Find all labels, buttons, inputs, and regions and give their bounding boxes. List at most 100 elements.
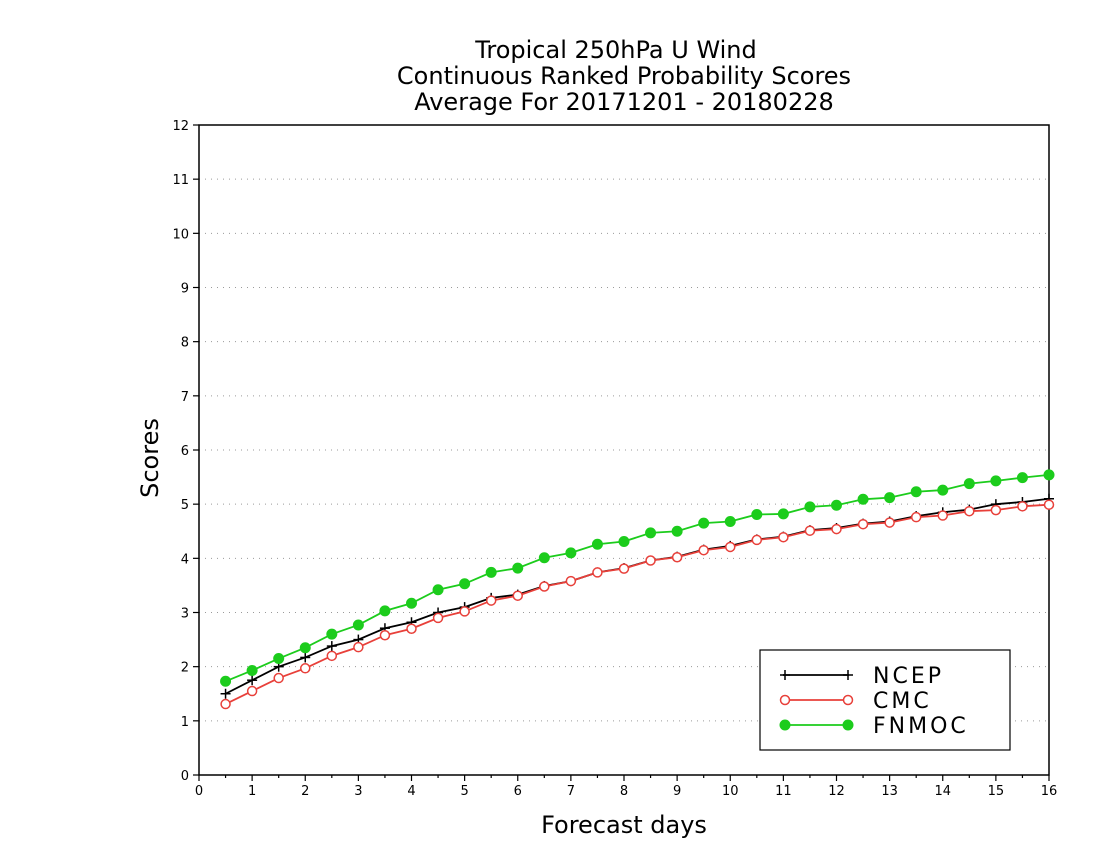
data-point-fnmoc [591, 538, 603, 550]
x-tick-label: 4 [407, 784, 415, 799]
data-point-cmc [618, 563, 630, 574]
data-point-cmc [964, 505, 975, 517]
data-point-cmc [1017, 501, 1028, 512]
y-tick-label: 5 [181, 498, 189, 513]
series-layer [220, 469, 1055, 710]
data-point-fnmoc [565, 547, 577, 559]
data-point-fnmoc [273, 653, 285, 665]
x-tick-label: 2 [301, 784, 309, 799]
data-point-fnmoc [485, 566, 497, 578]
y-tick-label: 11 [172, 173, 189, 188]
data-point-fnmoc [512, 562, 524, 574]
y-tick-label: 4 [181, 552, 189, 567]
x-tick-label: 12 [828, 784, 845, 799]
legend-label-ncep: NCEP [873, 664, 944, 689]
x-tick-label: 3 [354, 784, 362, 799]
y-tick-label: 0 [181, 769, 189, 784]
data-point-cmc [246, 685, 258, 697]
x-tick-label: 0 [195, 784, 203, 799]
chart-title-line-3: Average For 20171201 - 20180228 [414, 88, 834, 116]
y-axis-label: Scores [136, 418, 164, 498]
data-point-cmc [220, 698, 231, 710]
data-point-ncep [247, 675, 258, 686]
data-point-fnmoc [751, 508, 763, 520]
legend-marker-ncep [780, 670, 790, 680]
data-point-cmc [353, 641, 364, 653]
y-tick-label: 3 [181, 607, 189, 622]
data-point-ncep [220, 688, 231, 699]
data-point-fnmoc [326, 628, 338, 640]
x-tick-label: 15 [988, 784, 1005, 799]
data-point-cmc [857, 518, 869, 530]
legend-label-fnmoc: FNMOC [873, 714, 969, 739]
y-tick-label: 9 [181, 282, 189, 297]
data-point-cmc [698, 544, 709, 556]
x-tick-label: 9 [673, 784, 681, 799]
x-axis-label: Forecast days [541, 811, 707, 839]
data-point-fnmoc [990, 475, 1002, 487]
data-point-cmc [592, 567, 603, 578]
y-tick-label: 12 [172, 119, 189, 134]
data-point-cmc [300, 663, 311, 674]
data-point-fnmoc [698, 517, 710, 529]
data-point-cmc [671, 552, 683, 563]
legend-marker-fnmoc [842, 719, 854, 731]
data-point-fnmoc [379, 605, 391, 617]
data-point-cmc [432, 612, 444, 624]
data-point-cmc [725, 541, 736, 553]
y-tick-label: 7 [181, 390, 189, 405]
y-tick-label: 1 [181, 715, 189, 730]
chart-title-line-1: Tropical 250hPa U Wind [474, 36, 757, 64]
y-tick-label: 10 [172, 227, 189, 242]
data-point-fnmoc [937, 484, 949, 496]
chart-title-line-2: Continuous Ranked Probability Scores [397, 62, 851, 90]
data-point-fnmoc [538, 552, 550, 564]
data-point-fnmoc [910, 486, 922, 498]
series-cmc [220, 499, 1055, 710]
data-point-fnmoc [220, 675, 232, 687]
data-point-fnmoc [299, 642, 311, 654]
y-tick-label: 6 [181, 444, 189, 459]
x-tick-label: 1 [248, 784, 256, 799]
x-tick-label: 16 [1041, 784, 1058, 799]
data-point-cmc [884, 517, 895, 528]
legend-marker-ncep [843, 670, 853, 680]
x-tick-label: 13 [881, 784, 898, 799]
data-point-ncep [300, 652, 311, 663]
data-point-cmc [831, 523, 842, 535]
data-point-fnmoc [857, 493, 869, 505]
data-point-fnmoc [618, 536, 630, 548]
data-point-cmc [804, 525, 816, 536]
data-point-fnmoc [671, 525, 683, 537]
data-point-fnmoc [963, 478, 975, 490]
data-point-fnmoc [724, 516, 736, 527]
series-fnmoc [220, 469, 1055, 687]
data-point-cmc [1043, 499, 1055, 510]
x-tick-label: 11 [775, 784, 792, 799]
data-point-fnmoc [1016, 472, 1028, 484]
x-tick-label: 14 [934, 784, 951, 799]
data-point-fnmoc [831, 499, 842, 511]
data-point-cmc [910, 511, 922, 523]
data-point-ncep [326, 641, 337, 652]
data-point-cmc [937, 510, 948, 521]
data-point-cmc [778, 531, 789, 543]
data-point-cmc [512, 590, 523, 601]
legend-marker-cmc [779, 694, 791, 706]
data-point-cmc [459, 606, 470, 617]
data-point-cmc [406, 623, 417, 634]
x-tick-label: 8 [620, 784, 628, 799]
data-point-cmc [751, 534, 763, 546]
legend-marker-fnmoc [779, 719, 791, 731]
data-point-fnmoc [459, 578, 471, 590]
data-point-fnmoc [804, 501, 816, 513]
data-point-fnmoc [1043, 469, 1055, 481]
x-tick-label: 7 [567, 784, 575, 799]
x-tick-label: 6 [514, 784, 522, 799]
data-point-cmc [990, 504, 1002, 516]
data-point-cmc [645, 555, 656, 566]
legend-label-cmc: CMC [873, 689, 932, 714]
